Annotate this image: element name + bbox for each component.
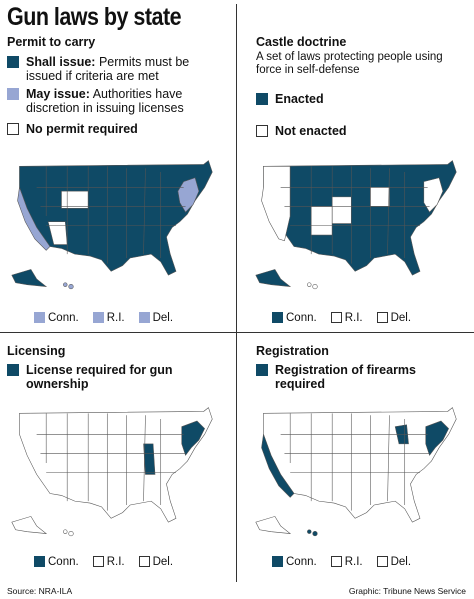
page-title: Gun laws by state (7, 3, 182, 31)
small-state-del: Del. (138, 556, 173, 568)
small-state-del: Del. (376, 556, 411, 568)
small-state-conn: Conn. (272, 556, 317, 568)
small-state-ri: R.I. (330, 556, 363, 568)
castle-panel: Castle doctrine A set of laws protecting… (256, 35, 474, 76)
swatch-dark (256, 93, 268, 105)
source-note: Source: NRA-ILA (7, 586, 73, 596)
swatch-dark (7, 364, 19, 376)
registration-map (255, 407, 457, 537)
legend-text: Permits must be issued if criteria are m… (26, 55, 190, 83)
small-state-conn: Conn. (272, 312, 317, 324)
permit-map (11, 160, 213, 290)
swatch-empty (256, 125, 268, 137)
licensing-title: Licensing (7, 344, 66, 358)
registration-small-states: Conn. R.I. Del. (272, 556, 411, 568)
small-state-ri: R.I. (92, 312, 125, 324)
licensing-panel: Licensing (7, 344, 233, 359)
swatch-dark (7, 56, 19, 68)
castle-map (255, 160, 457, 290)
licensing-small-states: Conn. R.I. Del. (34, 556, 173, 568)
permit-title: Permit to carry (7, 35, 96, 49)
graphic-credit: Graphic: Tribune News Service (348, 586, 466, 596)
swatch-light (7, 88, 19, 100)
horizontal-divider (0, 332, 474, 333)
legend-text: Authorities have discretion in issuing l… (26, 87, 184, 115)
licensing-map (11, 407, 213, 537)
castle-desc: A set of laws protecting people using fo… (256, 51, 443, 76)
vertical-divider (236, 4, 237, 582)
legend-term: May issue: (26, 87, 90, 101)
small-state-ri: R.I. (92, 556, 125, 568)
permit-panel: Permit to carry (7, 35, 233, 50)
legend-term: No permit required (26, 122, 138, 136)
castle-small-states: Conn. R.I. Del. (272, 312, 411, 324)
registration-panel: Registration (256, 344, 474, 359)
small-state-conn: Conn. (34, 312, 79, 324)
legend-term: Shall issue: (26, 55, 96, 69)
small-state-del: Del. (376, 312, 411, 324)
registration-title: Registration (256, 344, 329, 358)
swatch-dark (256, 364, 268, 376)
small-state-conn: Conn. (34, 556, 79, 568)
permit-small-states: Conn. R.I. Del. (34, 312, 173, 324)
small-state-ri: R.I. (330, 312, 363, 324)
castle-title: Castle doctrine (256, 35, 347, 49)
small-state-del: Del. (138, 312, 173, 324)
swatch-empty (7, 123, 19, 135)
